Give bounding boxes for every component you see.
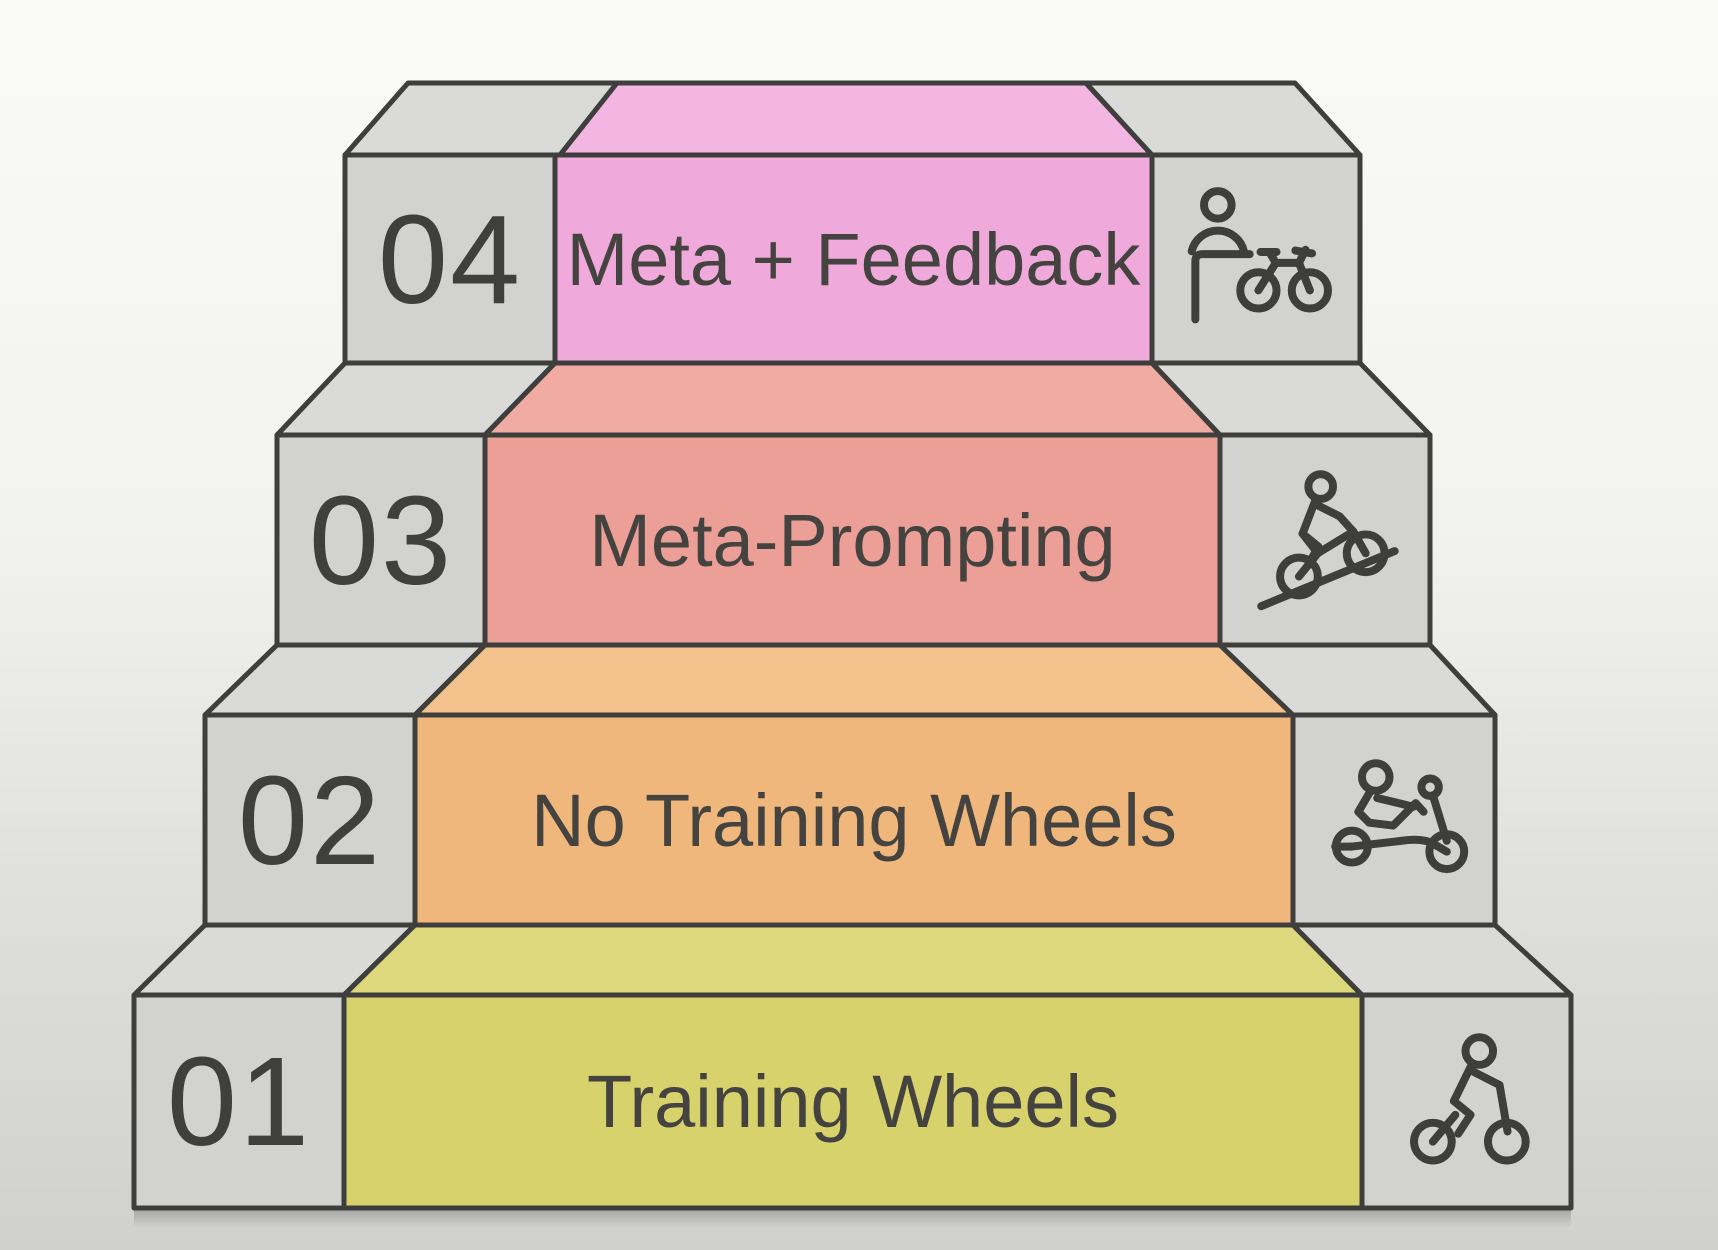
level-04-step [342,80,1363,366]
level-01-step [131,922,1574,1211]
person-standing-with-bicycle-icon [1187,187,1332,324]
level-01-tread-center [341,922,1365,998]
level-01-icon-block [1359,992,1574,1211]
level-04-label-block [552,152,1155,366]
level-01-number-block [131,992,347,1211]
level-02-number-block [202,712,418,928]
level-01-label-block [341,992,1365,1211]
recumbent-cyclist-icon [1331,759,1469,874]
level-04-tread-center [557,80,1155,158]
level-04-number-block [342,152,558,366]
cyclist-riding-uphill-icon [1257,470,1399,611]
level-03-step [274,360,1433,648]
floor-shadow [134,1210,1571,1228]
cyclist-upright-icon [1410,1033,1530,1165]
level-02-label-block [412,712,1296,928]
level-02-step [202,642,1498,928]
level-04-icon-block [1149,152,1363,366]
level-03-number-block [274,432,488,648]
level-03-label-block [482,432,1223,648]
level-02-tread-center [412,642,1296,718]
level-03-tread-center [482,360,1223,438]
level-03-icon-block [1217,432,1433,648]
